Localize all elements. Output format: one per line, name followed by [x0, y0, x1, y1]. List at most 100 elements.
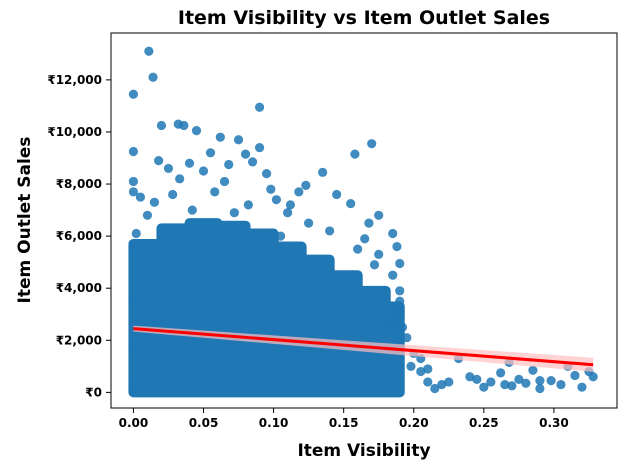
scatter-point	[353, 244, 363, 254]
x-tick-label: 0.20	[399, 416, 429, 430]
scatter-point	[271, 195, 281, 205]
plot-area	[128, 46, 598, 398]
scatter-point	[465, 372, 475, 382]
scatter-point	[128, 176, 139, 187]
scatter-point	[219, 176, 230, 187]
scatter-point	[243, 200, 253, 210]
scatter-point	[156, 120, 167, 131]
scatter-point	[142, 210, 153, 220]
scatter-point	[266, 184, 276, 194]
scatter-point	[479, 382, 489, 392]
y-tick-label: ₹0	[85, 385, 102, 399]
scatter-point	[254, 142, 265, 153]
scatter-point	[304, 218, 314, 228]
scatter-point	[444, 377, 454, 387]
regression-line	[133, 327, 594, 367]
scatter-point	[325, 226, 335, 236]
scatter-point	[135, 192, 146, 202]
scatter-point	[128, 146, 139, 157]
x-tick-label: 0.25	[469, 416, 499, 430]
scatter-point	[215, 132, 225, 142]
scatter-point	[364, 218, 374, 228]
scatter-point	[233, 135, 244, 145]
scatter-point	[285, 200, 296, 210]
scatter-point	[496, 368, 506, 378]
y-tick-label: ₹4,000	[56, 281, 102, 295]
scatter-point	[240, 149, 251, 159]
scatter-point	[350, 149, 360, 159]
scatter-point	[430, 383, 440, 394]
scatter-point	[388, 228, 398, 239]
scatter-point	[416, 366, 426, 377]
scatter-point	[535, 376, 545, 386]
scatter-point	[191, 126, 202, 136]
scatter-point	[395, 258, 405, 269]
dense-cloud-region	[128, 218, 405, 398]
scatter-point	[395, 307, 405, 317]
regression-line-group	[133, 325, 594, 372]
scatter-point	[283, 208, 293, 218]
scatter-point	[131, 228, 141, 239]
scatter-point	[528, 365, 538, 375]
scatter-point	[163, 163, 174, 174]
y-axis-ticks: ₹0 ₹2,000 ₹4,000 ₹6,000 ₹8,000 ₹10,000 ₹12,000	[47, 73, 111, 399]
scatter-point	[514, 374, 524, 384]
scatter-point	[175, 174, 185, 184]
scatter-point	[128, 384, 139, 394]
scatter-point	[521, 378, 531, 388]
scatter-point	[367, 139, 377, 149]
scatter-point	[205, 148, 216, 158]
scatter-point	[472, 374, 482, 384]
scatter-point	[423, 364, 433, 374]
scatter-point	[374, 210, 384, 220]
y-tick-label: ₹8,000	[56, 177, 102, 191]
scatter-point	[346, 198, 356, 209]
scatter-point	[128, 241, 139, 252]
scatter-point	[556, 379, 566, 390]
x-tick-label: 0.30	[539, 416, 569, 430]
scatter-point	[276, 231, 286, 241]
scatter-point	[168, 189, 178, 200]
scatter-point	[301, 180, 311, 190]
scatter-point	[318, 167, 328, 177]
scatter-point	[224, 159, 234, 170]
scatter-point	[369, 260, 380, 270]
scatter-point	[128, 340, 139, 351]
chart-title: Item Visibility vs Item Outlet Sales	[178, 7, 550, 29]
scatter-point	[392, 241, 402, 252]
scatter-point	[588, 372, 598, 382]
scatter-point	[229, 208, 239, 218]
scatter-point	[570, 370, 580, 381]
y-tick-label: ₹2,000	[56, 333, 102, 347]
scatter-point	[546, 376, 556, 386]
scatter-point	[374, 249, 384, 259]
scatter-point	[437, 379, 447, 390]
x-axis-ticks: 0.00 0.05 0.10 0.15 0.20 0.25 0.30	[119, 408, 569, 430]
scatter-point	[388, 270, 398, 280]
scatter-point	[254, 102, 265, 112]
scatter-point	[144, 46, 154, 56]
scatter-point	[402, 333, 412, 343]
scatter-point	[148, 72, 158, 82]
scatter-point	[128, 89, 139, 99]
scatter-point	[406, 361, 416, 371]
scatter-point	[247, 157, 258, 167]
scatter-point	[360, 234, 370, 244]
y-tick-label: ₹10,000	[47, 125, 102, 139]
scatter-point	[184, 158, 195, 168]
scatter-point	[423, 377, 433, 387]
x-tick-label: 0.15	[329, 416, 359, 430]
scatter-point	[154, 156, 164, 166]
scatter-point	[128, 296, 139, 306]
x-tick-label: 0.00	[119, 416, 149, 430]
y-tick-label: ₹6,000	[56, 229, 102, 243]
scatter-point	[179, 120, 189, 131]
scatter-point	[149, 197, 160, 207]
scatter-point	[210, 187, 220, 197]
scatter-point	[500, 379, 510, 390]
x-tick-label: 0.05	[189, 416, 219, 430]
scatter-point	[187, 205, 197, 215]
scatter-point	[385, 317, 395, 327]
scatter-point	[332, 189, 342, 200]
